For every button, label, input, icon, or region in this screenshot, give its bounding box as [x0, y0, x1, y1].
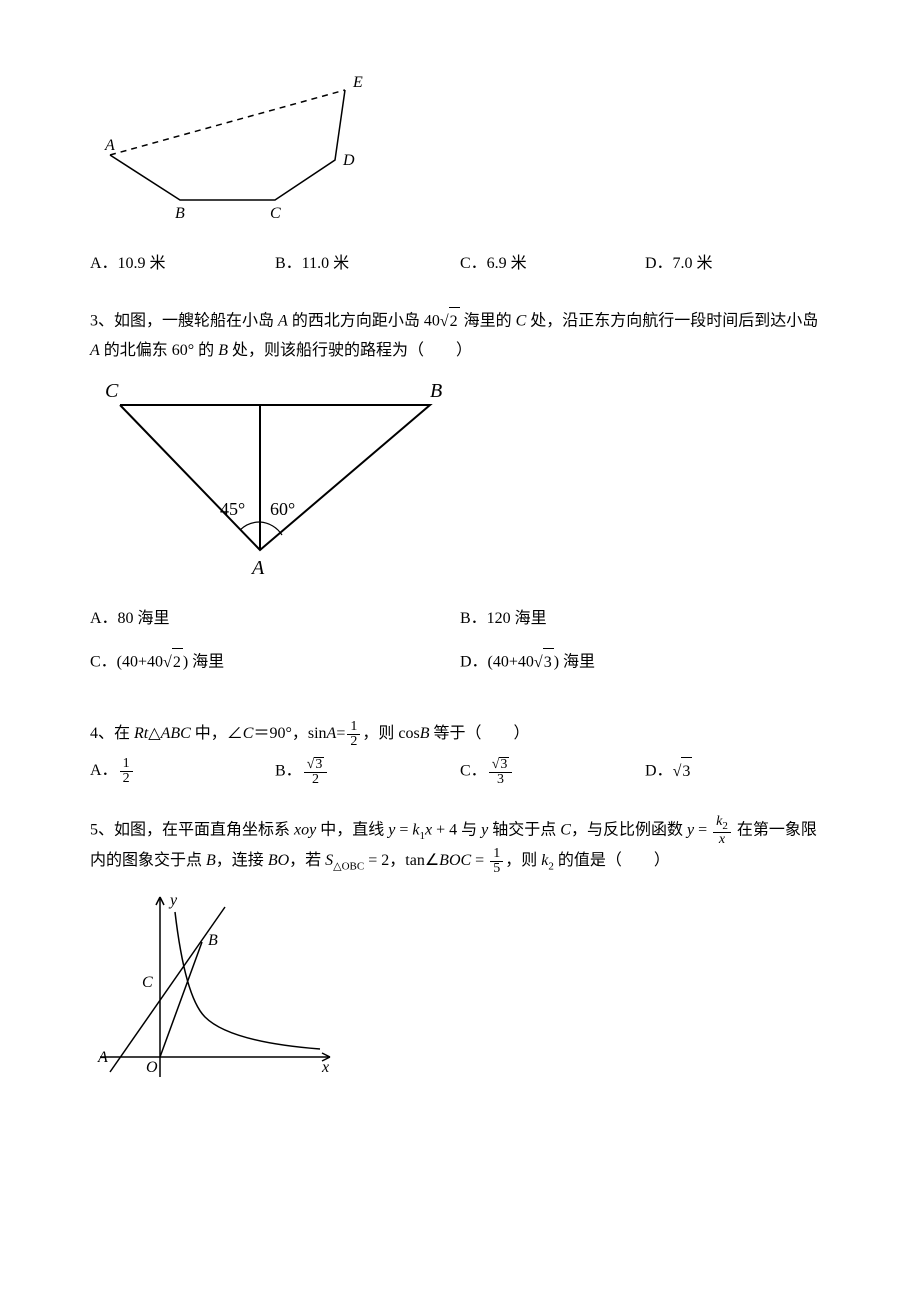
sqrt-icon: √3	[492, 757, 510, 772]
q3-figure: C B A 45° 60°	[90, 375, 830, 585]
sqrt-2-icon: √2	[440, 307, 460, 337]
svg-text:45°: 45°	[220, 499, 245, 519]
q4-options: A．12 B．√32 C．√33 D．√3	[90, 757, 830, 787]
svg-text:y: y	[168, 892, 178, 909]
svg-text:O: O	[146, 1059, 158, 1076]
svg-text:A: A	[104, 137, 115, 154]
fraction-1-2-icon: 12	[347, 720, 360, 749]
q5-ob-line	[160, 942, 202, 1057]
svg-text:C: C	[270, 205, 281, 222]
q3-opt-c: C．(40+40√2) 海里	[90, 648, 460, 678]
q2-opt-a: A．10.9 米	[90, 250, 275, 279]
q2-opt-d: D．7.0 米	[645, 250, 830, 279]
q4-opt-a: A．12	[90, 757, 275, 787]
q4-number: 4、	[90, 725, 114, 742]
fraction-icon: √33	[489, 757, 513, 787]
q2-dashed-path	[110, 90, 345, 155]
q3-arc-45	[240, 522, 260, 530]
sqrt-icon: √3	[307, 757, 325, 772]
fraction-k2-x-icon: k2x	[713, 815, 731, 847]
q3-opt-a: A．80 海里	[90, 605, 460, 634]
q5-curve	[175, 912, 320, 1049]
q3-triangle	[120, 405, 430, 550]
q4-opt-c: C．√33	[460, 757, 645, 787]
sqrt-icon: √3	[673, 757, 693, 787]
svg-text:60°: 60°	[270, 499, 295, 519]
q2-opt-b: B．11.0 米	[275, 250, 460, 279]
svg-text:E: E	[352, 74, 363, 91]
q5-figure: y x O A C B	[90, 887, 830, 1087]
q4-text: 4、在 Rt△ABC 中，∠C＝90°，sinA=12，则 cosB 等于（ ）	[90, 720, 830, 749]
q5-number: 5、	[90, 822, 114, 839]
svg-text:B: B	[175, 205, 185, 222]
sqrt-2-icon: √2	[163, 648, 183, 678]
svg-text:A: A	[97, 1049, 108, 1066]
svg-text:D: D	[342, 152, 355, 169]
q4-opt-b: B．√32	[275, 757, 460, 787]
svg-text:A: A	[250, 557, 265, 579]
svg-text:B: B	[208, 932, 218, 949]
svg-text:x: x	[321, 1059, 329, 1076]
q2-figure: A B C D E	[90, 70, 830, 230]
fraction-1-5-icon: 15	[490, 847, 503, 876]
svg-text:C: C	[142, 974, 153, 991]
q2-opt-c: C．6.9 米	[460, 250, 645, 279]
q3-text: 3、如图，一艘轮船在小岛 A 的西北方向距小岛 40√2 海里的 C 处，沿正东…	[90, 307, 830, 366]
q3-opt-d: D．(40+40√3) 海里	[460, 648, 830, 678]
q3-options: A．80 海里 B．120 海里 C．(40+40√2) 海里 D．(40+40…	[90, 605, 830, 692]
q5-text: 5、如图，在平面直角坐标系 xoy 中，直线 y = k1x + 4 与 y 轴…	[90, 815, 830, 877]
fraction-icon: √32	[304, 757, 328, 787]
q4-opt-d: D．√3	[645, 757, 830, 787]
svg-text:C: C	[105, 380, 119, 402]
q2-options: A．10.9 米 B．11.0 米 C．6.9 米 D．7.0 米	[90, 250, 830, 279]
sqrt-3-icon: √3	[534, 648, 554, 678]
q3-number: 3、	[90, 312, 114, 329]
svg-text:B: B	[430, 380, 442, 402]
q3-opt-b: B．120 海里	[460, 605, 830, 634]
fraction-icon: 12	[120, 757, 133, 786]
